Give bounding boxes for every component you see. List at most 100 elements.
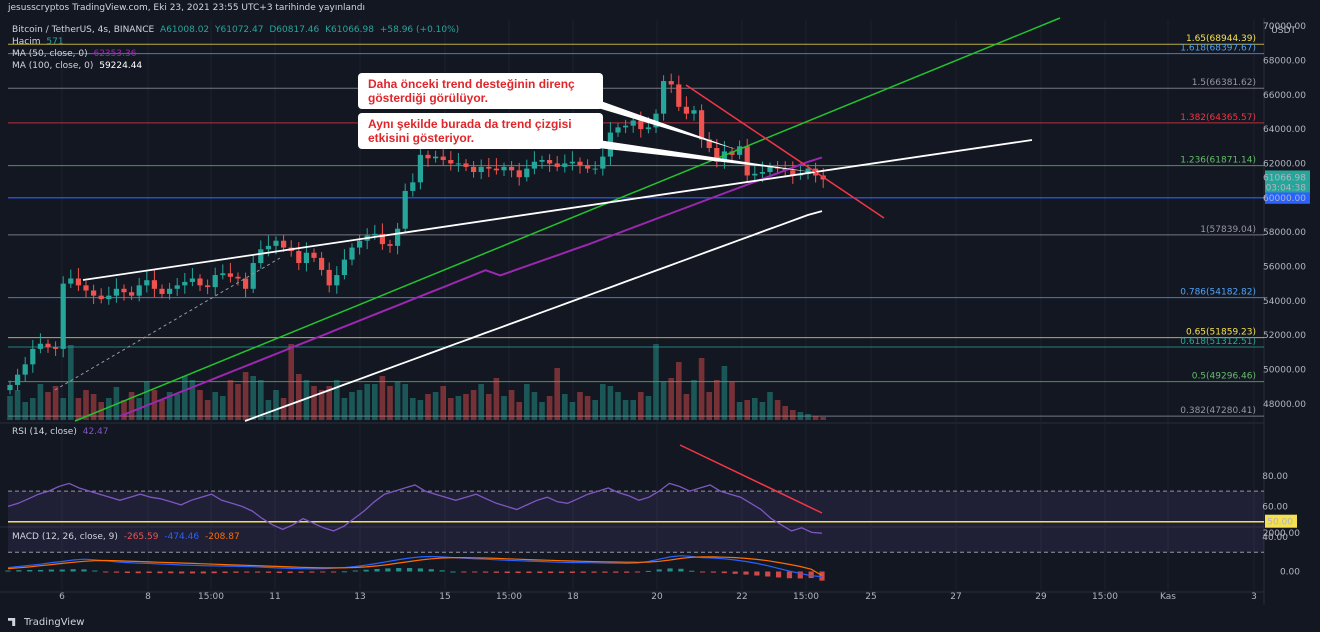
macd-histogram-bar bbox=[493, 571, 499, 573]
candle-body bbox=[106, 295, 112, 300]
y-tick-label: 52000.00 bbox=[1263, 331, 1306, 341]
green-trendline bbox=[74, 17, 1061, 422]
volume-bar bbox=[767, 392, 773, 420]
candle-body bbox=[212, 275, 218, 288]
macd-panel[interactable] bbox=[5, 555, 825, 581]
macd-histogram-bar bbox=[168, 571, 174, 574]
rsi-legend: RSI (14, close) 42.47 bbox=[12, 427, 112, 437]
macd-histogram-bar bbox=[667, 568, 673, 572]
macd-histogram-bar bbox=[309, 571, 315, 573]
macd-histogram-bar bbox=[179, 571, 185, 574]
volume-bar bbox=[782, 406, 788, 420]
volume-bar bbox=[645, 396, 652, 420]
volume-bar bbox=[394, 382, 401, 420]
candle-body bbox=[372, 233, 378, 236]
rsi-label: RSI (14, close) bbox=[12, 427, 77, 437]
candle-body bbox=[319, 257, 325, 270]
macd-histogram-bar bbox=[537, 571, 543, 574]
volume-bar bbox=[288, 344, 294, 420]
fib-levels: 1.65(68944.39)1.618(68397.67) 1.5(66381.6… bbox=[8, 34, 1264, 417]
volume-bar bbox=[569, 402, 576, 420]
macd-histogram-bar bbox=[689, 570, 695, 572]
volume-bar bbox=[280, 398, 287, 420]
candle-body bbox=[569, 161, 575, 164]
y-tick-label: 48000.00 bbox=[1263, 400, 1306, 410]
macd-histogram-bar bbox=[298, 571, 304, 573]
macd-histogram-bar bbox=[331, 571, 337, 573]
rsi-panel[interactable] bbox=[7, 444, 1264, 553]
candle-body bbox=[729, 151, 735, 155]
macd-histogram-bar bbox=[439, 570, 445, 572]
annotation-note-1[interactable]: Daha önceki trend desteğinin direnç göst… bbox=[358, 73, 603, 109]
candle-body bbox=[227, 273, 233, 277]
candle-body bbox=[136, 285, 142, 296]
macd-histogram-bar bbox=[211, 571, 217, 574]
volume-bar bbox=[486, 394, 492, 420]
candle-body bbox=[486, 166, 492, 169]
white-trendline bbox=[82, 139, 1033, 281]
candle-body bbox=[113, 288, 119, 296]
marked-level-value: 60000.00 bbox=[1263, 194, 1306, 204]
y-tick-label: 62000.00 bbox=[1263, 159, 1306, 169]
rsi-level-value: 50.00 bbox=[1267, 518, 1293, 528]
ma100-value: 59224.44 bbox=[99, 61, 143, 71]
x-tick-label: 27 bbox=[950, 592, 961, 602]
y-tick-label: 58000.00 bbox=[1263, 228, 1306, 238]
candle-body bbox=[189, 278, 195, 282]
macd-histogram-bar bbox=[255, 571, 261, 573]
macd-histogram-bar bbox=[602, 571, 608, 573]
x-tick-label: 15 bbox=[439, 592, 450, 602]
y-tick-label: 64000.00 bbox=[1263, 125, 1306, 135]
volume-bar bbox=[417, 400, 424, 420]
candle-body bbox=[273, 240, 279, 246]
volume-bar bbox=[539, 402, 545, 420]
last-price-badge bbox=[1265, 170, 1310, 193]
macd-histogram-bar bbox=[721, 571, 727, 574]
rsi-level-badge bbox=[1265, 514, 1297, 528]
macd-histogram-bar bbox=[16, 570, 22, 572]
ohlc-change: +58.96 (+0.10%) bbox=[379, 25, 460, 35]
rsi-tick-label: 60.00 bbox=[1262, 502, 1288, 512]
volume-bar bbox=[577, 392, 583, 420]
candle-body bbox=[600, 156, 606, 169]
volume-bar bbox=[600, 384, 606, 420]
volume-bar bbox=[265, 400, 272, 420]
annotation-note-2[interactable]: Aynı şekilde burada da trend çizgisi etk… bbox=[358, 113, 603, 149]
macd-histogram-bar bbox=[797, 571, 803, 579]
candle-body bbox=[60, 283, 66, 349]
x-tick-label: 13 bbox=[354, 592, 365, 602]
volume-bar bbox=[752, 398, 758, 420]
candle-body bbox=[159, 288, 165, 294]
candle-body bbox=[22, 364, 28, 375]
ma50-line bbox=[119, 156, 823, 418]
macd-histogram-bar bbox=[656, 569, 662, 572]
candle-body bbox=[395, 228, 401, 246]
candle-body bbox=[98, 295, 104, 300]
candle-body bbox=[379, 233, 385, 245]
volume-bar bbox=[326, 386, 332, 420]
volume-bar bbox=[235, 384, 241, 420]
x-tick-label: 25 bbox=[865, 592, 876, 602]
volume-bar bbox=[729, 382, 735, 420]
candle-body bbox=[547, 160, 553, 164]
y-tick-label: 66000.00 bbox=[1263, 91, 1306, 101]
candle-body bbox=[144, 280, 150, 286]
candle-body bbox=[349, 247, 355, 260]
volume-bar bbox=[45, 392, 51, 420]
candle-body bbox=[471, 166, 477, 173]
macd-histogram-bar bbox=[157, 571, 163, 574]
volume-value: 571 bbox=[46, 37, 64, 47]
ma100-line bbox=[244, 210, 823, 422]
ohlc-high: Y61072.47 bbox=[215, 25, 264, 35]
candle-body bbox=[630, 120, 636, 126]
candle-body bbox=[205, 285, 211, 288]
tradingview-logo: TradingView bbox=[8, 617, 84, 628]
macd-histogram-bar bbox=[624, 571, 630, 573]
volume-bar bbox=[440, 386, 446, 420]
macd-value-line: -474.46 bbox=[164, 532, 200, 542]
macd-histogram-bar bbox=[363, 569, 369, 572]
trend-lines[interactable] bbox=[54, 17, 1061, 422]
candle-body bbox=[539, 160, 545, 162]
macd-histogram-bar bbox=[200, 571, 206, 574]
